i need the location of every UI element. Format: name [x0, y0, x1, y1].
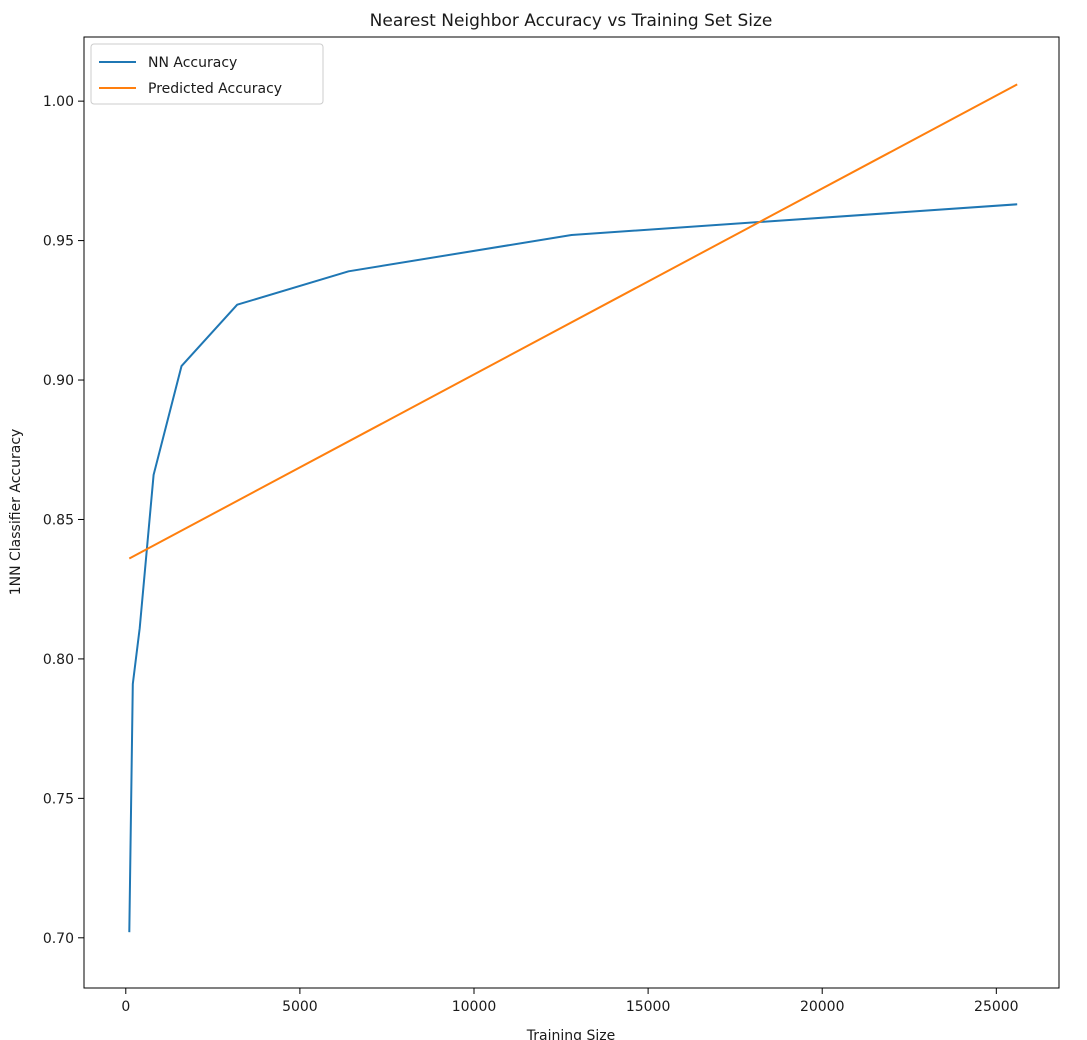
- x-tick-label: 0: [121, 999, 130, 1015]
- x-axis: 0 5000 10000 15000 20000 25000: [121, 988, 1019, 1015]
- y-axis: 0.70 0.75 0.80 0.85 0.90 0.95 1.00: [43, 94, 84, 947]
- legend-label: Predicted Accuracy: [148, 81, 282, 97]
- legend-label: NN Accuracy: [148, 55, 237, 71]
- y-tick-label: 0.90: [43, 373, 74, 389]
- y-tick-label: 0.85: [43, 512, 74, 528]
- plot-frame: [83, 36, 1060, 989]
- legend-box: [90, 43, 324, 105]
- y-tick-label: 0.70: [43, 931, 74, 947]
- y-axis-label: 1NN Classifier Accuracy: [8, 429, 24, 596]
- y-tick-label: 1.00: [43, 94, 74, 110]
- x-tick-label: 20000: [800, 999, 845, 1015]
- y-tick-label: 0.75: [43, 791, 74, 807]
- y-tick-label: 0.80: [43, 652, 74, 668]
- x-axis-label: Training Size: [526, 1028, 615, 1040]
- x-tick-label: 15000: [626, 999, 671, 1015]
- chart-title: Nearest Neighbor Accuracy vs Training Se…: [370, 11, 773, 31]
- series-layer: [128, 83, 1018, 933]
- x-tick-label: 25000: [974, 999, 1019, 1015]
- y-tick-label: 0.95: [43, 234, 74, 250]
- x-tick-label: 5000: [282, 999, 318, 1015]
- legend: NN Accuracy Predicted Accuracy: [90, 43, 324, 105]
- series-line-0: [128, 203, 1018, 933]
- x-tick-label: 10000: [452, 999, 497, 1015]
- series-line-1: [128, 83, 1018, 560]
